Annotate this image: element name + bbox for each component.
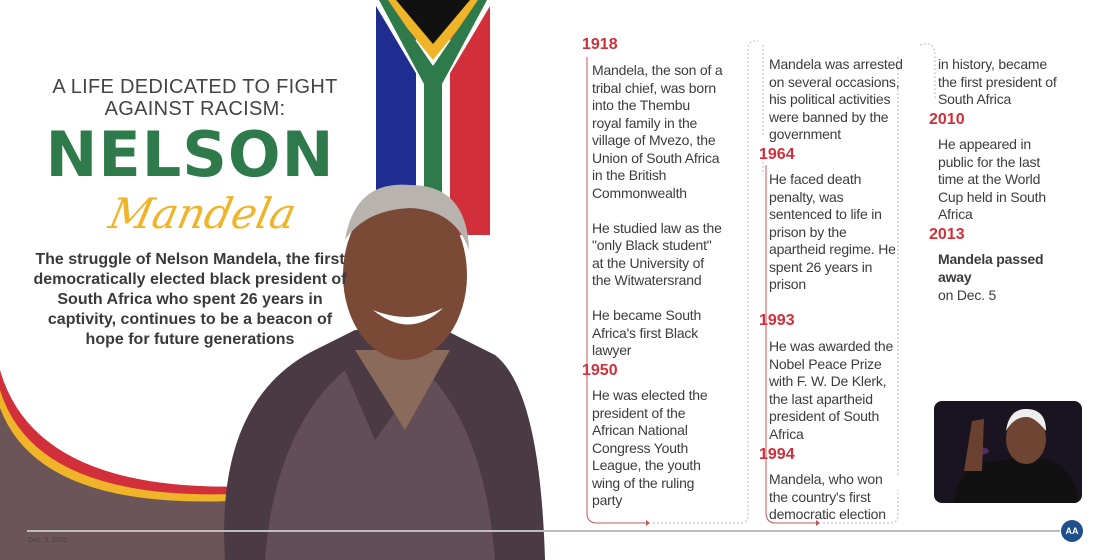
text-line: president of the bbox=[592, 404, 686, 421]
text-line: He faced death bbox=[769, 171, 862, 187]
name-first: NELSON bbox=[45, 118, 335, 191]
text-line: the first president of bbox=[938, 73, 1057, 90]
text-line: Commonwealth bbox=[592, 184, 687, 201]
text-line: prison by the bbox=[769, 223, 847, 240]
text-line: He became South bbox=[592, 307, 702, 323]
event-2013: on Dec. 5 bbox=[938, 287, 996, 305]
event-1994: Mandela, who won the country's first democ… bbox=[769, 471, 886, 524]
text-line: village of Mvezo, the bbox=[592, 132, 716, 148]
text-line: wing of the ruling bbox=[592, 474, 695, 491]
text-line: "only Black student" bbox=[592, 237, 712, 253]
text-line: apartheid regime. He bbox=[769, 241, 896, 257]
text-line: Africa bbox=[938, 206, 973, 222]
text-line: into the Thembu bbox=[592, 97, 690, 113]
intro-paragraph: The struggle of Nelson Mandela, the firs… bbox=[33, 251, 347, 348]
text-line bbox=[592, 202, 722, 220]
text-line: time at the World bbox=[938, 171, 1041, 187]
text-line: government bbox=[769, 126, 841, 142]
text-line: Mandela, the son of a bbox=[592, 62, 723, 78]
year-2013: 2013 bbox=[929, 226, 965, 243]
event-1950-continued: Mandela was arrested on several occasions… bbox=[769, 56, 903, 144]
timeline-connector bbox=[586, 40, 936, 526]
text-line: were banned by the bbox=[769, 108, 889, 125]
text-line: public for the last bbox=[938, 153, 1041, 170]
text-line: his political activities bbox=[769, 91, 891, 107]
event-2010: He appeared in public for the last time at… bbox=[938, 136, 1046, 224]
aa-logo: AA bbox=[1061, 520, 1083, 542]
text-line: in the British bbox=[592, 167, 667, 183]
text-line: League, the youth bbox=[592, 457, 701, 473]
text-line: in history, became bbox=[938, 56, 1047, 72]
text-line: sentenced to life in bbox=[769, 206, 882, 222]
footer-divider bbox=[27, 530, 1060, 532]
text-line: Mandela, who won bbox=[769, 471, 883, 487]
year-1994: 1994 bbox=[759, 446, 795, 463]
year-1964: 1964 bbox=[759, 146, 795, 163]
text-line: royal family in the bbox=[592, 114, 698, 131]
text-line: Mandela was arrested bbox=[769, 56, 903, 72]
event-1918: Mandela, the son of a tribal chief, was b… bbox=[592, 62, 723, 360]
event-1964: He faced death penalty, was sentenced to l… bbox=[769, 171, 896, 294]
year-2010: 2010 bbox=[929, 111, 965, 128]
text-line: He was elected the bbox=[592, 387, 708, 403]
year-1950: 1950 bbox=[582, 362, 618, 379]
text-line: Africa bbox=[769, 425, 804, 442]
text-line: president of South bbox=[769, 408, 880, 424]
text-line: the Witwatersrand bbox=[592, 272, 702, 288]
text-line: He studied law as the bbox=[592, 219, 722, 236]
text-line: lawyer bbox=[592, 342, 632, 358]
text-line: prison bbox=[769, 276, 806, 292]
headline: A LIFE DEDICATED TO FIGHT AGAINST RACISM… bbox=[30, 76, 360, 120]
event-2013-bold: Mandela passed away bbox=[938, 251, 1044, 286]
name-last-script: Mandela bbox=[104, 189, 301, 238]
nelson-mandela-portrait bbox=[224, 184, 545, 560]
text-line: He was awarded the bbox=[769, 338, 894, 354]
text-line: Union of South Africa bbox=[592, 149, 720, 166]
event-1994-continued: in history, became the first president of… bbox=[938, 56, 1057, 109]
text-line: South Africa bbox=[938, 91, 1012, 107]
event-1993: He was awarded the Nobel Peace Prize with … bbox=[769, 338, 893, 443]
text-line: African National bbox=[592, 422, 688, 438]
headline-line-2: AGAINST RACISM: bbox=[104, 98, 286, 120]
year-1918: 1918 bbox=[582, 36, 618, 53]
text-line bbox=[592, 290, 722, 308]
text-line: Cup held in South bbox=[938, 188, 1046, 205]
text-line: spent 26 years in bbox=[769, 258, 873, 275]
text-line: Congress Youth bbox=[592, 439, 689, 456]
text-line: penalty, was bbox=[769, 188, 844, 205]
text-line: the last apartheid bbox=[769, 390, 873, 407]
text-line: Nobel Peace Prize bbox=[769, 355, 882, 372]
year-1993: 1993 bbox=[759, 312, 795, 329]
text-line: on several occasions, bbox=[769, 73, 900, 90]
text-line: with F. W. De Klerk, bbox=[769, 373, 887, 389]
publish-date: Dec. 5, 2022 bbox=[28, 537, 68, 544]
text-line: party bbox=[592, 492, 623, 508]
south-africa-flag bbox=[376, 0, 490, 235]
text-line: Mandela passed bbox=[938, 251, 1044, 267]
text-line: on Dec. 5 bbox=[938, 287, 997, 303]
text-line: tribal chief, was born bbox=[592, 79, 716, 96]
mandela-waving-photo bbox=[934, 401, 1082, 503]
event-1950: He was elected the president of the Africa… bbox=[592, 387, 708, 510]
text-line: away bbox=[938, 268, 972, 285]
headline-line-1: A LIFE DEDICATED TO FIGHT bbox=[52, 76, 338, 98]
text-line: He appeared in bbox=[938, 136, 1031, 152]
text-line: democratic election bbox=[769, 506, 886, 522]
text-line: the country's first bbox=[769, 488, 871, 505]
text-line: at the University of bbox=[592, 254, 704, 271]
text-line: Africa's first Black bbox=[592, 324, 699, 341]
aa-logo-text: AA bbox=[1065, 526, 1079, 536]
